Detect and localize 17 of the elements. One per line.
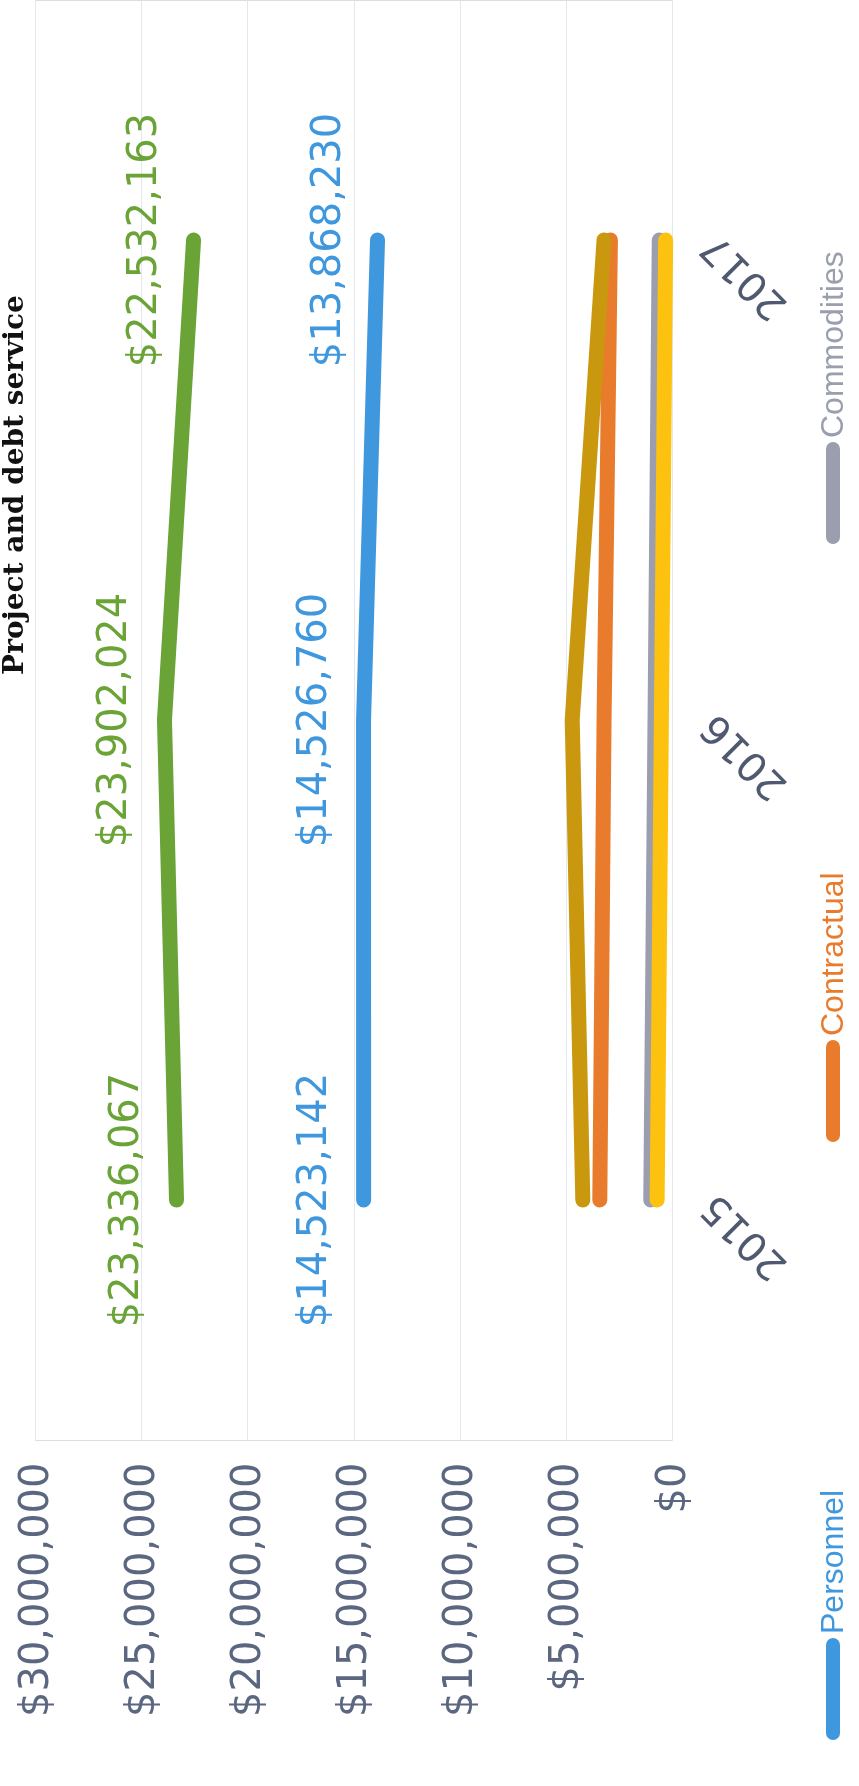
x-tick-label: $15,000,000	[329, 1462, 375, 1717]
x-tick-label: $30,000,000	[10, 1462, 57, 1717]
data-label: $23,902,024	[89, 592, 136, 848]
text: Personnel	[814, 1489, 850, 1634]
data-label: $23,336,067	[101, 1072, 148, 1328]
data-label: $14,526,760	[288, 592, 335, 848]
x-tick-label: $25,000,000	[116, 1462, 163, 1717]
x-tick-label: $5,000,000	[541, 1462, 588, 1692]
text: Commodities	[814, 251, 850, 438]
x-tick-label: $10,000,000	[435, 1462, 482, 1717]
data-label: $22,532,163	[118, 112, 165, 368]
data-label: $13,868,230	[302, 112, 349, 368]
x-tick-label: $0	[647, 1462, 694, 1514]
data-label: $14,523,142	[288, 1072, 335, 1328]
text: Project and debt service	[0, 295, 30, 675]
x-tick-label: $20,000,000	[222, 1462, 269, 1717]
text: Contractual	[814, 872, 850, 1036]
